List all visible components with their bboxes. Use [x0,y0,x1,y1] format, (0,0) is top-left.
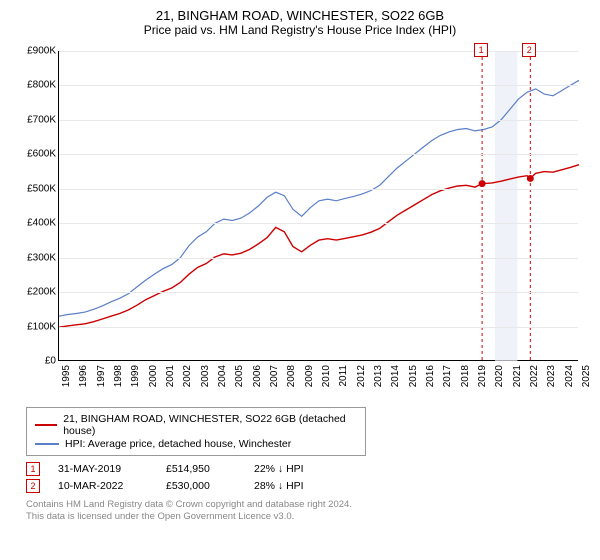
chart-area: £0 £100K £200K £300K £400K £500K £600K £700K £80… [12,43,588,403]
footer-line-2: This data is licensed under the Open Gov… [26,511,588,523]
x-axis-label: 2025 [581,365,592,387]
x-axis-label: 2021 [512,365,523,387]
legend-item: HPI: Average price, detached house, Winc… [35,438,357,450]
x-axis-label: 2015 [408,365,419,387]
y-axis-label: £100K [27,321,56,332]
sale-row: 2 10-MAR-2022 £530,000 28% ↓ HPI [26,479,588,493]
x-axis-label: 2016 [425,365,436,387]
sale-marker-2: 2 [522,43,536,57]
x-axis-label: 2022 [529,365,540,387]
y-axis-label: £500K [27,183,56,194]
sale-marker-1: 1 [474,43,488,57]
legend: 21, BINGHAM ROAD, WINCHESTER, SO22 6GB (… [26,407,366,456]
y-axis-label: £0 [45,356,56,367]
x-axis-label: 2011 [338,365,349,387]
sale-row: 1 31-MAY-2019 £514,950 22% ↓ HPI [26,462,588,476]
x-axis-label: 2019 [477,365,488,387]
x-axis-label: 2014 [390,365,401,387]
x-axis-label: 1997 [96,365,107,387]
sales-table: 1 31-MAY-2019 £514,950 22% ↓ HPI 2 10-MAR… [26,462,588,493]
legend-item: 21, BINGHAM ROAD, WINCHESTER, SO22 6GB (… [35,413,357,437]
x-axis-label: 2023 [546,365,557,387]
x-axis-label: 1996 [78,365,89,387]
x-axis-label: 2004 [217,365,228,387]
footer-line-1: Contains HM Land Registry data © Crown c… [26,499,588,511]
y-axis-label: £600K [27,149,56,160]
x-axis-label: 2005 [234,365,245,387]
x-axis-label: 2024 [564,365,575,387]
x-axis-label: 2020 [494,365,505,387]
footer-attribution: Contains HM Land Registry data © Crown c… [26,499,588,524]
x-axis-label: 2017 [442,365,453,387]
x-axis-label: 2009 [304,365,315,387]
y-axis-label: £900K [27,46,56,57]
x-axis-label: 2002 [182,365,193,387]
x-axis-label: 2013 [373,365,384,387]
x-axis-label: 2010 [321,365,332,387]
chart-subtitle: Price paid vs. HM Land Registry's House … [12,23,588,37]
x-axis-label: 1995 [61,365,72,387]
x-axis-label: 2007 [269,365,280,387]
x-axis-label: 2003 [200,365,211,387]
chart-svg [59,51,579,361]
y-axis-label: £700K [27,114,56,125]
x-axis-label: 2008 [286,365,297,387]
y-axis-label: £400K [27,218,56,229]
y-axis-label: £300K [27,252,56,263]
x-axis-label: 2018 [460,365,471,387]
x-axis-label: 2000 [148,365,159,387]
plot-region [58,51,578,361]
x-axis-label: 1998 [113,365,124,387]
x-axis-label: 2006 [252,365,263,387]
y-axis-label: £200K [27,287,56,298]
y-axis-label: £800K [27,80,56,91]
x-axis-label: 2012 [356,365,367,387]
chart-title: 21, BINGHAM ROAD, WINCHESTER, SO22 6GB [12,8,588,23]
x-axis-label: 2001 [165,365,176,387]
x-axis-label: 1999 [130,365,141,387]
